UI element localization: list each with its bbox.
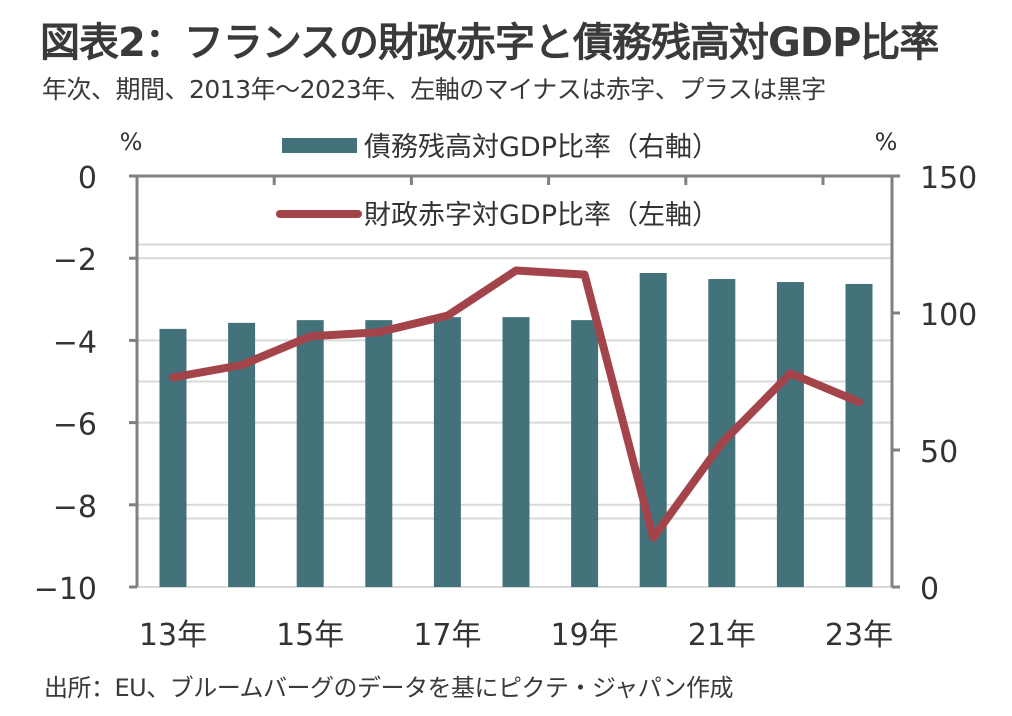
left-tick-label: 0 (78, 161, 97, 196)
right-tick-label: 150 (920, 161, 977, 196)
left-tick-label: −6 (53, 408, 97, 443)
x-tick-label: 23年 (825, 618, 893, 653)
tick-labels: 0 −2 −4 −6 −8 −10 150 100 50 0 13年 15年 17年 19年 21年 23年 (34, 161, 978, 653)
bar-2018 (502, 317, 530, 587)
x-tick-label: 15年 (276, 618, 344, 653)
bar-2019 (571, 320, 599, 587)
right-tick-label: 0 (920, 572, 939, 607)
bar-2017 (433, 317, 461, 587)
right-axis-unit: % (875, 128, 898, 156)
legend-line-label: 財政赤字対GDP比率（左軸） (364, 200, 719, 231)
legend-bar-label: 債務残高対GDP比率（右軸） (364, 132, 719, 163)
bar-2013 (159, 328, 187, 587)
bar-2023 (845, 283, 873, 587)
legend-line-swatch (276, 210, 362, 218)
bar-2016 (365, 320, 393, 587)
bar-2015 (296, 320, 324, 587)
right-tick-label: 50 (920, 435, 958, 470)
left-tick-label: −8 (53, 490, 97, 525)
bar-series (159, 272, 873, 587)
left-tick-label: −2 (53, 243, 97, 278)
x-tick-label: 17年 (413, 618, 481, 653)
bar-2022 (776, 282, 804, 587)
left-tick-label: −10 (34, 572, 97, 607)
x-tick-label: 13年 (139, 618, 207, 653)
chart-title: 図表2：フランスの財政赤字と債務残高対GDP比率 (40, 20, 939, 66)
axes (129, 174, 900, 589)
source-note: 出所：EU、ブルームバーグのデータを基にピクテ・ジャパン作成 (44, 674, 734, 702)
left-axis-unit: % (120, 128, 143, 156)
left-tick-label: −4 (53, 325, 97, 360)
legend: 債務残高対GDP比率（右軸） 財政赤字対GDP比率（左軸） (276, 132, 719, 231)
x-tick-label: 21年 (688, 618, 756, 653)
chart-subtitle: 年次、期間、2013年～2023年、左軸のマイナスは赤字、プラスは黒字 (42, 75, 826, 104)
line-series (169, 266, 863, 542)
right-tick-label: 100 (920, 298, 977, 333)
x-tick-label: 19年 (551, 618, 619, 653)
legend-bar-swatch (282, 138, 357, 153)
